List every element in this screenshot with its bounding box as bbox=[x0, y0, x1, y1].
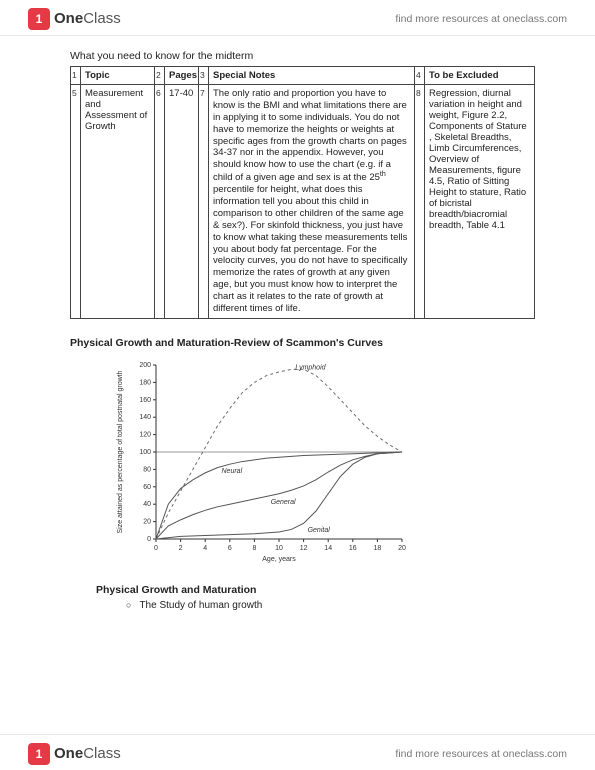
col-excluded: To be Excluded bbox=[425, 67, 535, 85]
svg-text:Genital: Genital bbox=[308, 527, 331, 534]
cell-num: 6 bbox=[155, 85, 165, 319]
brand-badge: 1 bbox=[28, 8, 50, 30]
cell-num: 3 bbox=[199, 67, 209, 85]
svg-text:2: 2 bbox=[179, 545, 183, 552]
svg-text:General: General bbox=[271, 499, 296, 506]
svg-text:6: 6 bbox=[228, 545, 232, 552]
svg-text:Lymphoid: Lymphoid bbox=[295, 364, 326, 371]
curves-heading: Physical Growth and Maturation-Review of… bbox=[70, 337, 535, 349]
cell-topic: Measurement and Assessment of Growth bbox=[81, 85, 155, 319]
svg-text:160: 160 bbox=[139, 397, 151, 404]
brand-name: OneClass bbox=[54, 745, 121, 762]
svg-text:8: 8 bbox=[252, 545, 256, 552]
page-footer: 1 OneClass find more resources at onecla… bbox=[0, 734, 595, 770]
brand-logo: 1 OneClass bbox=[28, 8, 121, 30]
brand-name: OneClass bbox=[54, 10, 121, 27]
page-header: 1 OneClass find more resources at onecla… bbox=[0, 0, 595, 36]
svg-text:14: 14 bbox=[324, 545, 332, 552]
cell-excluded: Regression, diurnal variation in height … bbox=[425, 85, 535, 319]
col-notes: Special Notes bbox=[209, 67, 415, 85]
brand-logo: 1 OneClass bbox=[28, 743, 121, 765]
svg-text:4: 4 bbox=[203, 545, 207, 552]
footer-caption: find more resources at oneclass.com bbox=[395, 748, 567, 760]
svg-text:120: 120 bbox=[139, 431, 151, 438]
svg-text:180: 180 bbox=[139, 379, 151, 386]
col-topic: Topic bbox=[81, 67, 155, 85]
svg-text:140: 140 bbox=[139, 414, 151, 421]
svg-text:0: 0 bbox=[154, 545, 158, 552]
cell-num: 4 bbox=[415, 67, 425, 85]
svg-text:0: 0 bbox=[147, 536, 151, 543]
svg-text:12: 12 bbox=[300, 545, 308, 552]
bullet-text: The Study of human growth bbox=[139, 600, 262, 611]
col-pages: Pages bbox=[165, 67, 199, 85]
svg-text:18: 18 bbox=[374, 545, 382, 552]
table-row: 5 Measurement and Assessment of Growth 6… bbox=[71, 85, 535, 319]
cell-num: 5 bbox=[71, 85, 81, 319]
svg-text:100: 100 bbox=[139, 449, 151, 456]
svg-text:Neural: Neural bbox=[222, 468, 243, 475]
svg-text:Size attained as percentage of: Size attained as percentage of total pos… bbox=[117, 370, 124, 533]
cell-num: 2 bbox=[155, 67, 165, 85]
svg-text:20: 20 bbox=[143, 518, 151, 525]
cell-notes: The only ratio and proportion you have t… bbox=[209, 85, 415, 319]
svg-text:16: 16 bbox=[349, 545, 357, 552]
svg-text:80: 80 bbox=[143, 466, 151, 473]
svg-text:Age, years: Age, years bbox=[262, 556, 296, 563]
cell-pages: 17-40 bbox=[165, 85, 199, 319]
pgm-heading: Physical Growth and Maturation bbox=[96, 584, 535, 596]
svg-text:20: 20 bbox=[398, 545, 406, 552]
cell-num: 7 bbox=[199, 85, 209, 319]
cell-num: 1 bbox=[71, 67, 81, 85]
svg-text:60: 60 bbox=[143, 484, 151, 491]
svg-text:40: 40 bbox=[143, 501, 151, 508]
intro-text: What you need to know for the midterm bbox=[70, 50, 535, 62]
table-header-row: 1 Topic 2 Pages 3 Special Notes 4 To be … bbox=[71, 67, 535, 85]
midterm-table: 1 Topic 2 Pages 3 Special Notes 4 To be … bbox=[70, 66, 535, 319]
page-content: What you need to know for the midterm 1 … bbox=[70, 50, 535, 611]
list-item: ○ The Study of human growth bbox=[126, 600, 535, 611]
brand-badge: 1 bbox=[28, 743, 50, 765]
svg-text:200: 200 bbox=[139, 362, 151, 369]
bullet-icon: ○ bbox=[126, 600, 131, 611]
scammons-chart: 0 20 40 60 80 100 120 140 160 180 200 0 2 4 6 8 10 12 14 16… bbox=[110, 357, 410, 570]
chart-svg: 0 20 40 60 80 100 120 140 160 180 200 0 2 4 6 8 10 12 14 16… bbox=[110, 357, 410, 567]
cell-num: 8 bbox=[415, 85, 425, 319]
header-caption: find more resources at oneclass.com bbox=[395, 13, 567, 25]
svg-text:10: 10 bbox=[275, 545, 283, 552]
